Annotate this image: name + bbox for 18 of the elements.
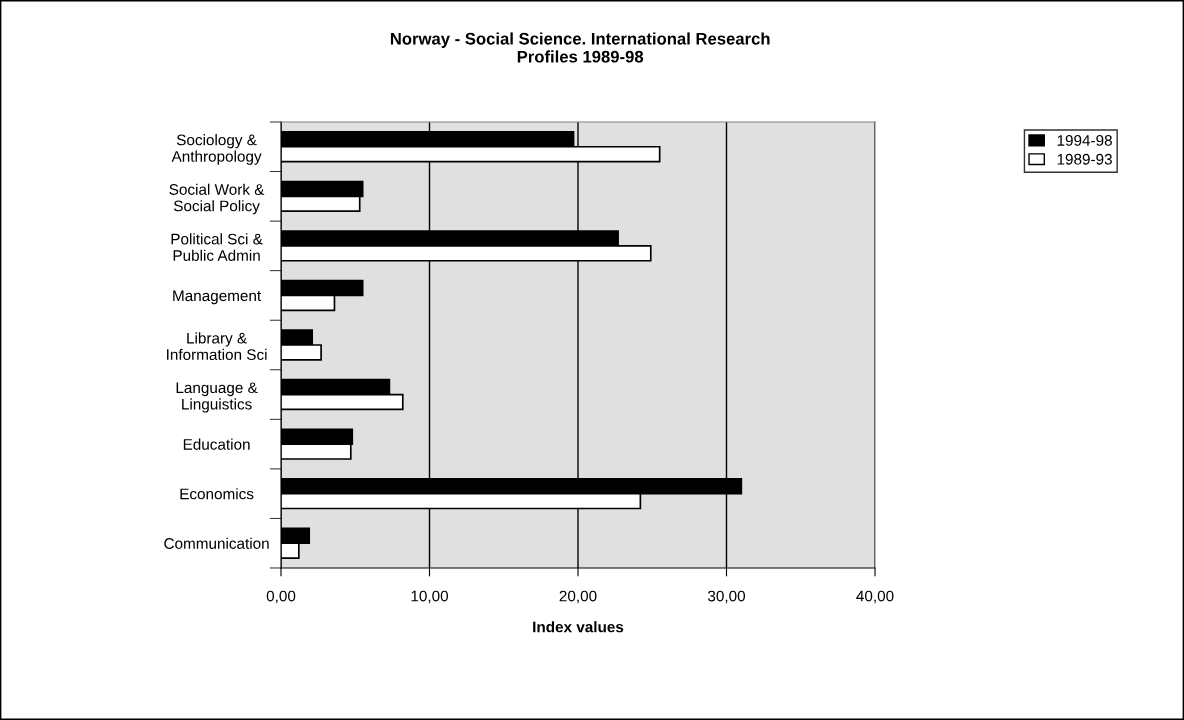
y-tick-label: Sociology & Anthropology	[171, 134, 262, 165]
x-tick-label: 0,00	[266, 590, 296, 604]
chart-title: Norway - Social Science. International Research Profiles 1989-98	[390, 32, 770, 63]
y-tick-label: Social Work & Social Policy	[169, 183, 265, 215]
y-tick-label: Library & Information Sci	[167, 332, 267, 361]
y-tick-label: Political Sci & Public Admin	[171, 233, 263, 261]
legend-label: 1989-93	[1057, 153, 1112, 165]
x-axis-title: Index values	[533, 621, 624, 633]
y-tick-label: Communication	[164, 537, 269, 549]
y-tick-label: Language & Linguistics	[176, 382, 258, 413]
x-tick-label: 30,00	[707, 590, 746, 604]
y-tick-label: Education	[183, 438, 250, 450]
y-tick-label: Economics	[180, 488, 254, 500]
y-tick-label: Management	[173, 290, 262, 305]
x-tick-label: 20,00	[559, 590, 597, 604]
legend-label: 1994-98	[1057, 135, 1112, 146]
x-tick-label: 40,00	[856, 590, 894, 604]
x-tick-label: 10,00	[411, 590, 449, 604]
